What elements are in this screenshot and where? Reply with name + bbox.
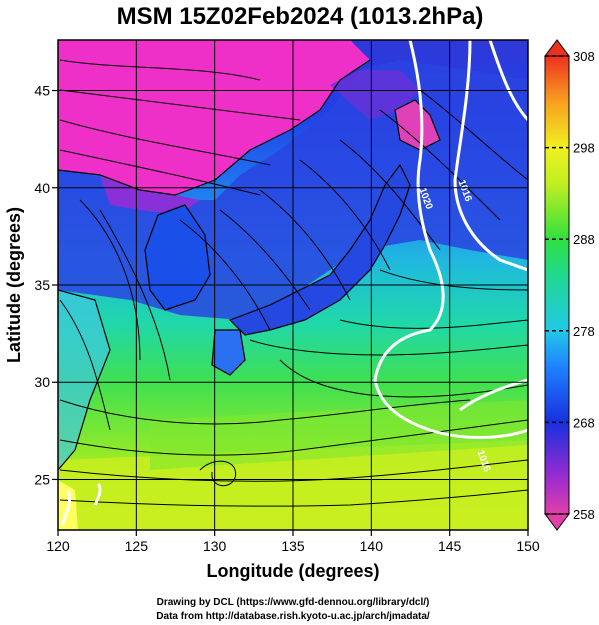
x-tick-label: 130 (203, 538, 227, 554)
y-tick-label: 45 (34, 83, 50, 99)
streamlines (59, 59, 528, 507)
colorbar-tick-label: 288 (573, 232, 595, 247)
china-coast (58, 290, 110, 470)
colorbar-tick-label: 278 (573, 324, 595, 339)
x-tick-label: 125 (125, 538, 149, 554)
colorbar-body (544, 55, 570, 515)
y-tick-label: 35 (34, 277, 50, 293)
warm-sea-mid (150, 400, 528, 470)
x-axis-ticks: 120 125 130 135 140 145 150 (46, 530, 540, 554)
y-axis-label: Latitude (degrees) (4, 207, 24, 363)
x-tick-label: 150 (516, 538, 540, 554)
x-axis-label: Longitude (degrees) (206, 561, 379, 581)
y-tick-label: 25 (34, 471, 50, 487)
colorbar-tick-label: 308 (573, 49, 595, 64)
purple-region-north (330, 70, 420, 120)
x-tick-label: 120 (46, 538, 70, 554)
credit-line-1: Drawing by DCL (https://www.gfd-dennou.o… (157, 597, 430, 608)
y-tick-label: 40 (34, 180, 50, 196)
y-axis-ticks: 25 30 35 40 45 (34, 83, 58, 487)
y-tick-label: 30 (34, 374, 50, 390)
colorbar-ticks: 258 268 278 288 298 308 (545, 49, 595, 522)
x-tick-label: 135 (281, 538, 305, 554)
honshu (230, 165, 410, 335)
x-tick-label: 145 (438, 538, 462, 554)
colorbar-tick-label: 298 (573, 141, 595, 156)
hokkaido (395, 100, 440, 150)
credit-line-2: Data from http://database.rish.kyoto-u.a… (156, 611, 430, 622)
colorbar-bottom-extension (544, 513, 570, 531)
colorbar-top-extension (544, 39, 570, 57)
grid (58, 40, 528, 530)
colorbar: 258 268 278 288 298 308 (544, 39, 595, 531)
colorbar-tick-label: 258 (573, 507, 595, 522)
chart-title: MSM 15Z02Feb2024 (1013.2hPa) (117, 3, 484, 30)
kyushu (212, 330, 245, 375)
colorbar-tick-label: 268 (573, 415, 595, 430)
isobars (60, 40, 528, 526)
x-tick-label: 140 (360, 538, 384, 554)
